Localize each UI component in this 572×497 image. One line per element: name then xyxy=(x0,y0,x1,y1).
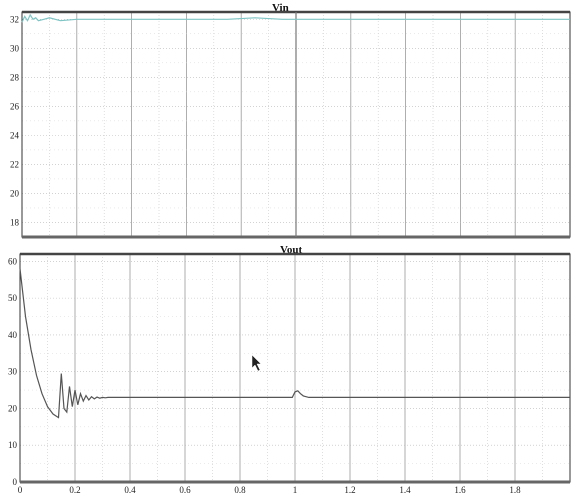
vout-ytick-label: 40 xyxy=(8,330,18,340)
vin-ytick-label: 24 xyxy=(10,130,20,140)
vin-ytick-label: 30 xyxy=(10,43,20,53)
vout-xtick-label: 1.8 xyxy=(509,485,521,495)
mouse-pointer-icon xyxy=(251,354,262,372)
vin-series-line-0 xyxy=(21,13,570,23)
vout-xtick-label: 0.6 xyxy=(179,485,191,495)
vout-ytick-label: 30 xyxy=(8,367,18,377)
vout-xtick-label: 0 xyxy=(18,485,23,495)
vout-series-line-0 xyxy=(19,268,570,419)
vin-ytick-label: 22 xyxy=(10,159,19,169)
vout-ytick-label: 20 xyxy=(8,403,18,413)
vin-ytick-label: 26 xyxy=(10,101,20,111)
vout-ytick-label: 0 xyxy=(13,477,18,487)
vout-xtick-label: 1 xyxy=(293,485,298,495)
vin-ytick-label: 28 xyxy=(10,72,20,82)
vout-ytick-label: 60 xyxy=(8,256,18,266)
vin-ytick-label: 18 xyxy=(10,217,20,227)
vin-ytick-label: 20 xyxy=(10,188,20,198)
vout-ytick-label: 50 xyxy=(8,293,18,303)
vout-xtick-label: 1.4 xyxy=(399,485,411,495)
vout-ytick-label: 10 xyxy=(8,440,18,450)
vout-xtick-label: 0.8 xyxy=(234,485,246,495)
vout-xtick-label: 0.4 xyxy=(124,485,136,495)
vin-ytick-label: 32 xyxy=(10,14,19,24)
vout-xtick-label: 0.2 xyxy=(69,485,80,495)
vout-xtick-label: 1.6 xyxy=(454,485,466,495)
vout-xtick-label: 1.2 xyxy=(344,485,355,495)
